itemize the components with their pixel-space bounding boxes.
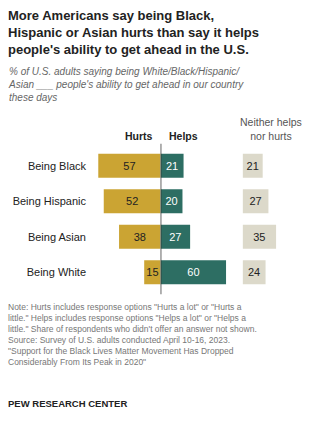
svg-text:21: 21 [166,160,178,172]
svg-text:38: 38 [134,231,146,243]
svg-text:35: 35 [253,231,265,243]
svg-text:More Americans say being Black: More Americans say being Black,Hispanic … [8,8,259,57]
svg-text:52: 52 [126,195,138,207]
svg-text:24: 24 [248,266,260,278]
svg-text:% of U.S. adults saying being: % of U.S. adults saying being White/Blac… [8,66,244,103]
svg-text:Note: Hurts includes response: Note: Hurts includes response options "H… [8,302,257,367]
svg-text:27: 27 [249,195,261,207]
svg-text:Hurts: Hurts [125,130,153,142]
svg-text:15: 15 [146,266,158,278]
svg-text:21: 21 [247,160,259,172]
svg-text:Being White: Being White [27,266,86,278]
svg-text:20: 20 [165,195,177,207]
svg-text:Being Black: Being Black [28,160,87,172]
svg-text:PEW RESEARCH CENTER: PEW RESEARCH CENTER [8,398,127,409]
svg-text:27: 27 [169,231,181,243]
svg-text:57: 57 [123,160,135,172]
svg-text:Being Asian: Being Asian [28,231,86,243]
svg-text:Helps: Helps [169,130,198,142]
svg-text:Being Hispanic: Being Hispanic [13,195,87,207]
svg-text:Neither helpsnor hurts: Neither helpsnor hurts [240,116,302,142]
svg-text:60: 60 [187,266,199,278]
